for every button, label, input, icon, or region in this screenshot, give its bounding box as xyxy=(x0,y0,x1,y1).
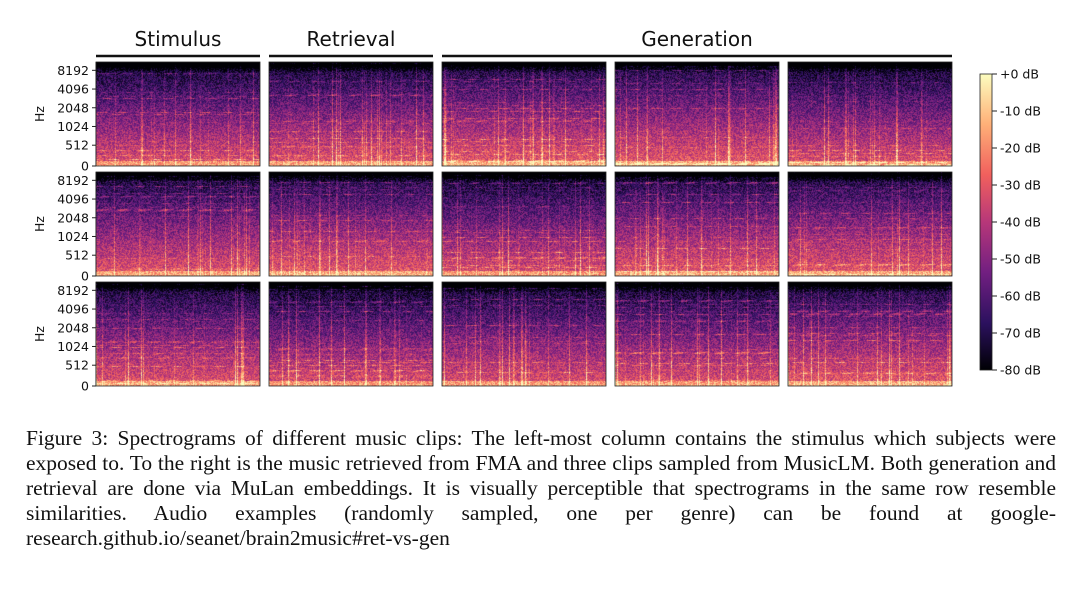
y-tick-label: 0 xyxy=(81,379,89,394)
spectrogram-panel-r3-c5 xyxy=(788,282,952,386)
spectrogram-panel-r1-c3 xyxy=(442,62,606,166)
spectrogram-panel-r1-c2 xyxy=(269,62,433,166)
y-tick-label: 0 xyxy=(81,159,89,174)
spectrogram-panel-r1-c1 xyxy=(96,62,260,166)
y-tick-label: 2048 xyxy=(57,210,89,225)
spectrogram-panel-r3-c2 xyxy=(269,282,433,386)
spectrogram-frame xyxy=(787,281,953,387)
colorbar-tick-label: -10 dB xyxy=(1000,104,1041,119)
colorbar-tick-label: -70 dB xyxy=(1000,326,1041,341)
y-axis-label: Hz xyxy=(32,326,47,342)
y-tick-label: 8192 xyxy=(57,283,89,298)
colorbar-tick-label: -60 dB xyxy=(1000,289,1041,304)
spectrogram-frame xyxy=(787,61,953,167)
spectrogram-frame xyxy=(441,171,607,277)
spectrogram-panel-r2-c1 xyxy=(96,172,260,276)
y-tick-label: 4096 xyxy=(57,192,89,207)
y-tick-label: 1024 xyxy=(57,229,89,244)
y-tick-label: 4096 xyxy=(57,82,89,97)
colorbar-tick-label: +0 dB xyxy=(1000,67,1039,82)
colorbar-tick-label: -30 dB xyxy=(1000,178,1041,193)
spectrogram-frame xyxy=(614,171,780,277)
y-tick-label: 8192 xyxy=(57,63,89,78)
spectrogram-panel-r2-c4 xyxy=(615,172,779,276)
spectrogram-panel-r2-c5 xyxy=(788,172,952,276)
y-tick-label: 4096 xyxy=(57,302,89,317)
y-tick-label: 1024 xyxy=(57,339,89,354)
spectrogram-frame xyxy=(268,171,434,277)
y-tick-label: 512 xyxy=(65,138,89,153)
y-tick-label: 2048 xyxy=(57,100,89,115)
spectrogram-frame xyxy=(95,61,261,167)
spectrogram-frame xyxy=(268,61,434,167)
spectrogram-frame xyxy=(787,171,953,277)
colorbar xyxy=(979,73,993,371)
column-header-retrieval: Retrieval xyxy=(307,27,396,51)
y-tick-label: 1024 xyxy=(57,119,89,134)
colorbar-tick-label: -50 dB xyxy=(1000,252,1041,267)
colorbar-tick-label: -20 dB xyxy=(1000,141,1041,156)
spectrogram-panel-r3-c3 xyxy=(442,282,606,386)
spectrogram-frame xyxy=(441,61,607,167)
spectrogram-frame xyxy=(268,281,434,387)
y-tick-label: 2048 xyxy=(57,320,89,335)
y-tick-label: 0 xyxy=(81,269,89,284)
y-tick-label: 512 xyxy=(65,248,89,263)
spectrogram-frame xyxy=(614,281,780,387)
colorbar-ticks: +0 dB -10 dB -20 dB -30 dB -40 dB -50 dB -60 d… xyxy=(992,67,1041,378)
y-tick-label: 8192 xyxy=(57,173,89,188)
colorbar-tick-label: -40 dB xyxy=(1000,215,1041,230)
spectrogram-frame xyxy=(95,171,261,277)
figure-caption: Figure 3: Spectrograms of different musi… xyxy=(26,426,1056,550)
spectrogram-panel-r1-c5 xyxy=(788,62,952,166)
column-header-stimulus: Stimulus xyxy=(135,27,222,51)
y-axis-label: Hz xyxy=(32,106,47,122)
spectrogram-grid xyxy=(95,61,953,387)
spectrogram-figure: Stimulus Retrieval Generation 8192 4096 20… xyxy=(32,27,1041,394)
spectrogram-panel-r2-c3 xyxy=(442,172,606,276)
colorbar-tick-label: -80 dB xyxy=(1000,363,1041,378)
y-axes: 8192 4096 2048 1024 512 0 Hz 8192 4096 2048 1024 51… xyxy=(32,62,97,394)
column-header-generation: Generation xyxy=(641,27,753,51)
y-tick-label: 512 xyxy=(65,358,89,373)
y-axis-label: Hz xyxy=(32,216,47,232)
spectrogram-panel-r2-c2 xyxy=(269,172,433,276)
spectrogram-panel-r3-c4 xyxy=(615,282,779,386)
spectrogram-panel-r1-c4 xyxy=(615,62,779,166)
spectrogram-frame xyxy=(614,61,780,167)
spectrogram-frame xyxy=(441,281,607,387)
spectrogram-panel-r3-c1 xyxy=(96,282,260,386)
spectrogram-frame xyxy=(95,281,261,387)
